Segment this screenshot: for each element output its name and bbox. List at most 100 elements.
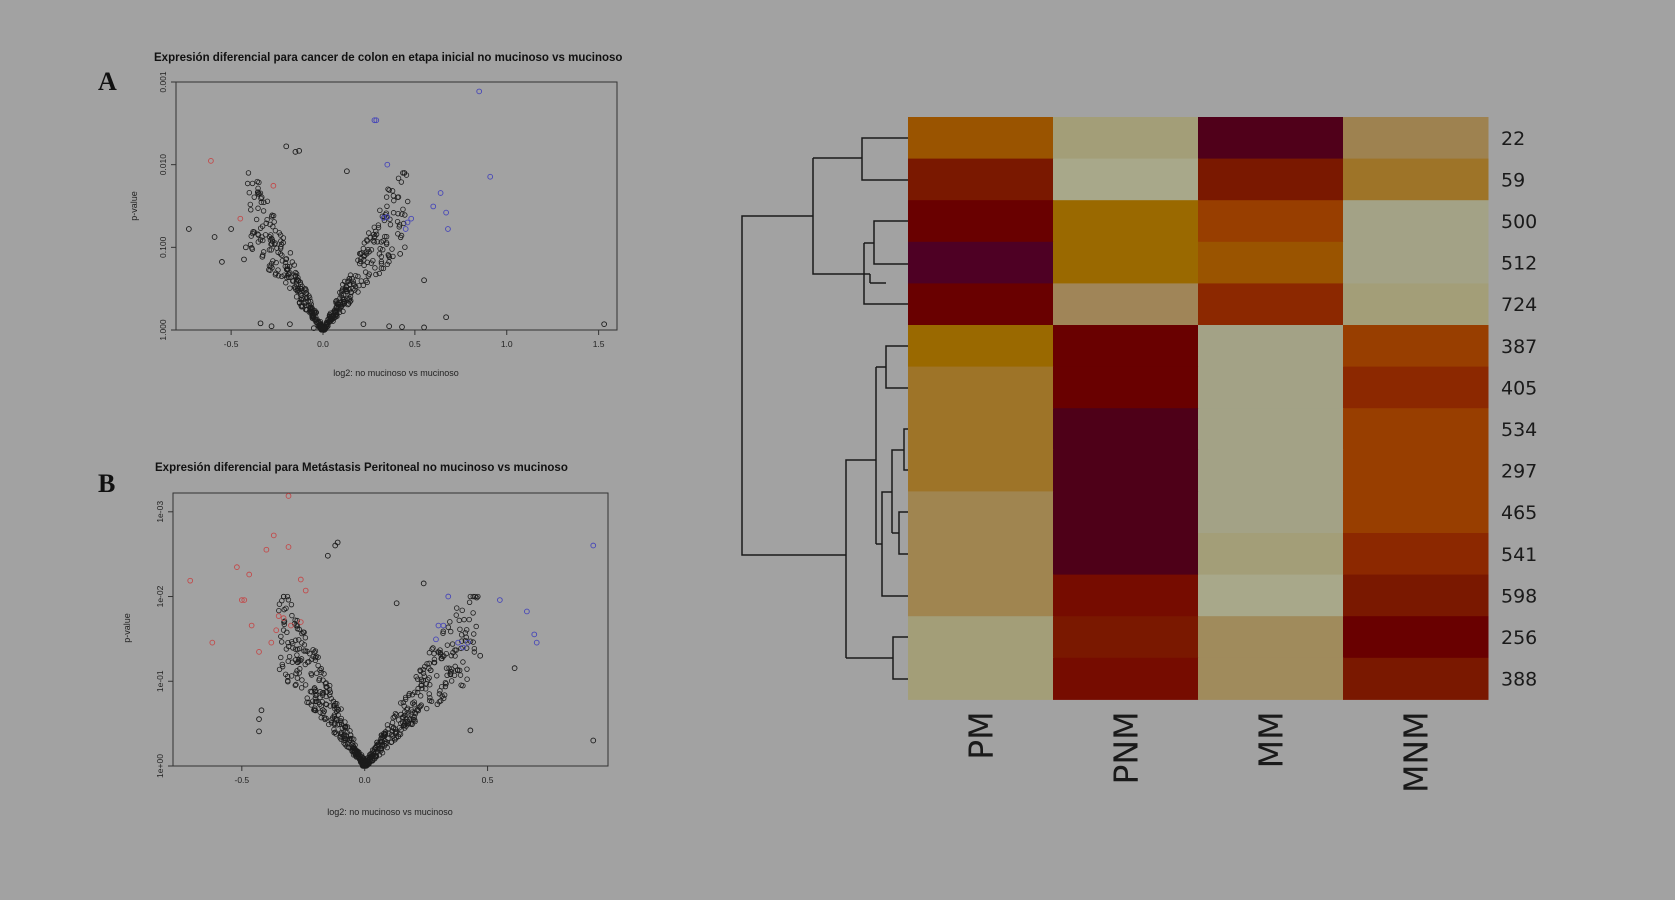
data-point — [421, 673, 428, 679]
data-point — [322, 681, 329, 687]
data-point — [366, 271, 372, 277]
data-point — [471, 645, 478, 652]
data-point — [396, 224, 402, 230]
heatmap-cell — [1198, 449, 1344, 492]
data-point — [412, 718, 418, 725]
data-point — [406, 716, 413, 723]
data-point — [327, 703, 333, 709]
data-point — [414, 689, 421, 696]
data-point — [262, 232, 269, 238]
heatmap-cell — [1343, 657, 1489, 700]
data-point — [364, 279, 370, 286]
data-point — [281, 619, 287, 625]
data-point — [309, 309, 316, 316]
data-point — [371, 117, 378, 124]
data-point — [384, 161, 391, 168]
data-point — [442, 679, 449, 686]
data-point — [452, 647, 458, 653]
data-point — [308, 702, 315, 708]
data-point — [358, 256, 364, 262]
row-label: 598 — [1501, 585, 1537, 607]
data-point — [338, 715, 344, 722]
data-point — [352, 751, 358, 758]
data-point — [400, 714, 406, 720]
data-point — [275, 273, 282, 279]
row-label: 724 — [1501, 294, 1537, 316]
data-point — [464, 666, 470, 672]
data-point — [319, 698, 325, 705]
data-point — [299, 640, 305, 646]
data-point — [427, 682, 433, 688]
data-point — [451, 672, 458, 679]
data-point — [309, 313, 315, 319]
data-point — [287, 321, 293, 328]
data-point — [376, 251, 383, 257]
data-point — [280, 240, 286, 246]
data-point — [383, 233, 390, 240]
heatmap-cell — [1053, 616, 1199, 659]
data-point — [356, 282, 362, 289]
data-point — [464, 676, 470, 682]
data-point — [373, 271, 379, 278]
data-point — [289, 659, 296, 665]
data-point — [255, 205, 261, 211]
data-point — [401, 170, 408, 176]
data-point — [415, 685, 421, 692]
data-point — [241, 597, 248, 603]
data-point — [342, 719, 348, 725]
data-point — [293, 670, 299, 677]
data-point — [392, 714, 398, 720]
data-point — [333, 298, 340, 304]
plot-b-title: Expresión diferencial para Metástasis Pe… — [155, 462, 568, 474]
data-point — [419, 685, 425, 692]
data-point — [286, 274, 292, 281]
data-point — [378, 260, 385, 267]
data-point — [322, 326, 328, 333]
data-point — [258, 195, 264, 202]
volcano-plot-a: A Expresión diferencial para cancer de c… — [98, 52, 622, 378]
plot-a-ticks: -0.5 0.0 0.5 1.0 1.5 0.001 0.010 0.100 1.000 — [158, 71, 605, 349]
data-point — [209, 639, 216, 646]
data-point — [403, 715, 409, 722]
data-point — [294, 617, 300, 624]
data-point — [447, 619, 453, 625]
data-point — [302, 682, 309, 688]
data-point — [413, 674, 419, 680]
data-point — [263, 546, 270, 553]
data-point — [423, 681, 430, 687]
data-point — [280, 627, 287, 633]
data-point — [266, 247, 273, 253]
data-point — [268, 323, 275, 330]
data-point — [445, 624, 451, 630]
data-point — [397, 234, 404, 241]
data-point — [278, 654, 284, 661]
heatmap-cell — [1053, 366, 1199, 409]
row-label: 465 — [1501, 502, 1537, 524]
data-point — [395, 194, 402, 200]
y-tick-label: 1.000 — [158, 319, 168, 341]
data-point — [402, 244, 408, 250]
data-point — [393, 729, 400, 736]
data-point — [357, 258, 364, 265]
data-point — [326, 686, 333, 693]
data-point — [257, 320, 264, 327]
data-point — [241, 256, 247, 263]
data-point — [268, 639, 275, 646]
data-point — [246, 189, 253, 196]
x-tick-label: 0.0 — [359, 775, 371, 785]
data-point — [431, 656, 438, 663]
data-point — [431, 650, 437, 657]
data-point — [245, 170, 252, 176]
data-point — [289, 278, 296, 284]
data-point — [420, 666, 426, 673]
plot-a-title: Expresión diferencial para cancer de col… — [154, 52, 622, 64]
data-point — [287, 250, 294, 256]
heatmap-cell — [1343, 491, 1489, 534]
column-label: MM — [1252, 711, 1291, 768]
heatmap-cell — [1198, 366, 1344, 409]
data-point — [283, 280, 289, 286]
data-point — [439, 655, 445, 662]
data-point — [285, 493, 292, 499]
heatmap-row-labels: 22 59 500 512 724 387 405 534 297 465 541 598 256 388 — [1501, 128, 1537, 691]
